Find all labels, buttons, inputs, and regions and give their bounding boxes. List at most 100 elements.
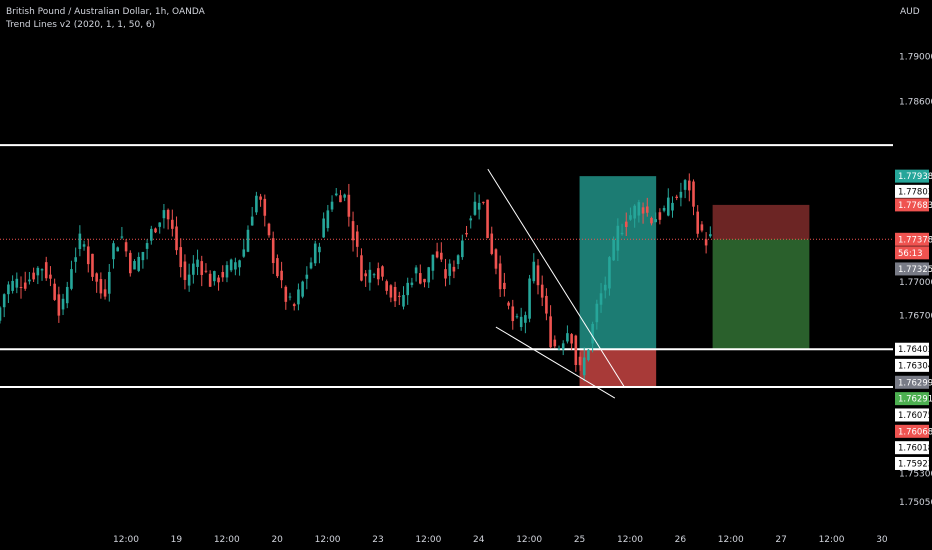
candle-body (242, 249, 246, 257)
candle-body (40, 269, 44, 271)
time-tick-label: 20 (271, 535, 283, 545)
candle-body (549, 316, 552, 348)
candle-body (238, 260, 241, 268)
long-profit-zone[interactable] (579, 176, 657, 350)
candle-body (103, 289, 107, 297)
time-tick-label: 25 (574, 535, 585, 545)
candle-body (629, 215, 632, 220)
price-label-box (895, 441, 929, 455)
price-label: 1.76075 (895, 408, 932, 422)
candle-body (389, 285, 393, 298)
candle-body (49, 274, 52, 279)
candle-body (650, 217, 653, 224)
candle-body (57, 294, 61, 316)
candle-body (32, 272, 35, 280)
candle-body (645, 206, 649, 213)
short-loss-zone[interactable] (712, 204, 810, 240)
candle-body (158, 222, 162, 227)
trend-line[interactable] (495, 326, 616, 399)
candle-body (595, 303, 599, 323)
long-loss-zone[interactable] (579, 349, 657, 388)
time-tick-label: 12:00 (516, 535, 542, 545)
candle-body (561, 343, 565, 350)
price-label: 1.77683 (895, 198, 932, 212)
price-label-box (895, 169, 929, 183)
price-label-box (895, 184, 929, 198)
price-label-text: 56:13 (898, 249, 923, 259)
candle-body (78, 233, 82, 250)
candle-body (217, 277, 220, 283)
candle-body (284, 286, 288, 302)
time-tick-label: 24 (473, 535, 485, 545)
candle-body (683, 180, 687, 190)
price-label-box (895, 408, 929, 422)
candle-body (591, 323, 594, 344)
candle-body (2, 294, 6, 308)
price-label-text: 1.77803 (898, 187, 932, 197)
indicator-title[interactable]: Trend Lines v2 (2020, 1, 1, 50, 6) (6, 20, 156, 30)
price-label: 56:13 (895, 246, 929, 260)
candle-body (608, 257, 611, 289)
candle-body (704, 239, 708, 246)
price-label: 1.77803 (895, 184, 932, 198)
candle-body (376, 268, 380, 280)
candle-body (700, 224, 704, 231)
candle-body (175, 226, 178, 251)
candle-body (82, 244, 86, 247)
candle-body (524, 315, 527, 323)
candle-body (154, 228, 157, 233)
candle-body (675, 196, 678, 199)
candle-body (44, 262, 48, 279)
price-label-box (895, 198, 929, 212)
candle-body (423, 278, 426, 283)
price-tick-label: 1.78600 (899, 97, 932, 107)
price-label: 1.75923 (895, 456, 932, 470)
price-axis[interactable]: AUD 1.790001.786001.770001.767001.753001… (899, 7, 932, 508)
candle-body (654, 219, 657, 223)
price-label: 1.76304 (895, 358, 932, 372)
candle-body (200, 261, 204, 275)
symbol-title[interactable]: British Pound / Australian Dollar, 1h, O… (6, 7, 205, 17)
time-tick-label: 12:00 (819, 535, 845, 545)
trend-line[interactable] (487, 168, 626, 389)
candle-body (511, 306, 515, 322)
candle-body (582, 357, 586, 376)
candle-body (133, 260, 136, 270)
candle-body (128, 252, 132, 274)
candle-body (150, 228, 153, 241)
candle-body (557, 348, 561, 350)
candle-body (603, 284, 607, 291)
price-label-text: 1.77325 (898, 265, 932, 275)
candle-body (250, 216, 254, 226)
candle-body (11, 280, 14, 291)
candle-body (486, 199, 489, 239)
time-axis[interactable]: 12:00 19 12:00 20 12:00 23 12:00 24 12:00 25 12:00… (113, 535, 888, 545)
candle-body (435, 251, 439, 258)
horizontal-levels (0, 144, 893, 389)
candle-body (461, 240, 464, 258)
candle-body (259, 196, 262, 200)
candle-body (570, 334, 573, 344)
candle-body (74, 257, 77, 262)
candle-body (465, 232, 468, 235)
candle-body (469, 218, 473, 221)
candle-body (515, 316, 519, 318)
candle-body (343, 194, 346, 198)
candle-body (326, 210, 330, 229)
candle-body (406, 282, 409, 296)
candle-body (19, 286, 23, 288)
candle-body (385, 281, 388, 291)
candle-body (305, 274, 309, 279)
price-label-text: 1.76403 (898, 345, 932, 355)
time-tick-label: 23 (372, 535, 383, 545)
chart-legend: British Pound / Australian Dollar, 1h, O… (6, 6, 205, 32)
price-label: 1.76403 (895, 342, 932, 356)
candle-body (419, 273, 422, 284)
candle-body (15, 278, 19, 288)
candle-body (255, 195, 258, 213)
price-label-box (895, 456, 929, 470)
candle-body (666, 197, 670, 216)
candle-body (234, 262, 237, 270)
short-profit-zone[interactable] (712, 239, 810, 350)
